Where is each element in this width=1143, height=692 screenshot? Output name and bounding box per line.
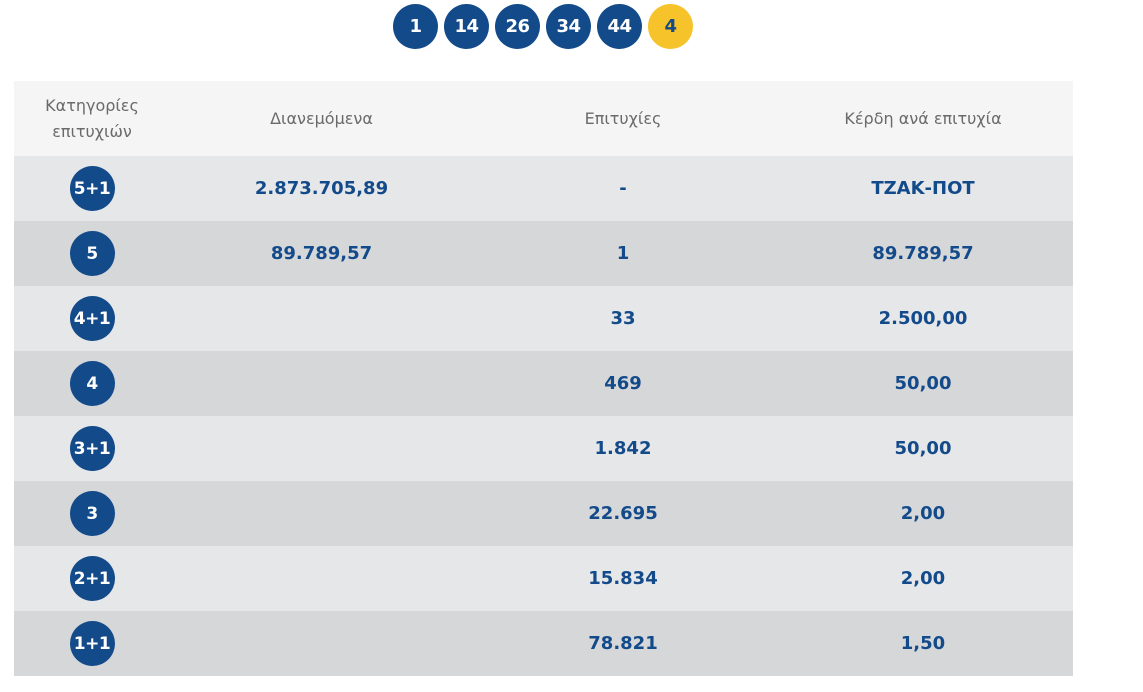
category-badge: 4 bbox=[69, 361, 115, 406]
winners-value: 22.695 bbox=[588, 503, 658, 524]
drawn-number-ball: 34 bbox=[546, 4, 591, 49]
prize-value: 50,00 bbox=[894, 438, 952, 459]
header-category-cell: Κατηγορίες επιτυχιών bbox=[14, 93, 170, 145]
prize-value: 2.500,00 bbox=[878, 308, 968, 329]
winners-value: 1.842 bbox=[594, 438, 652, 459]
prize-value: ΤΖΑΚ-ΠΟΤ bbox=[871, 178, 975, 199]
header-winners: Επιτυχίες bbox=[584, 108, 662, 128]
prize-value: 2,00 bbox=[900, 568, 946, 589]
category-badge: 5+1 bbox=[69, 166, 115, 211]
winners-value: 469 bbox=[604, 373, 642, 394]
drawn-numbers: 1 14 26 34 44 4 bbox=[393, 4, 693, 49]
winners-value: - bbox=[619, 178, 627, 199]
category-badge: 5 bbox=[69, 231, 115, 276]
category-badge: 1+1 bbox=[69, 621, 115, 666]
table-row: 1+1 78.821 1,50 bbox=[14, 611, 1073, 676]
category-badge: 4+1 bbox=[69, 296, 115, 341]
prize-value: 89.789,57 bbox=[872, 243, 974, 264]
table-row: 2+1 15.834 2,00 bbox=[14, 546, 1073, 611]
joker-number-ball: 4 bbox=[648, 4, 693, 49]
table-row: 4 469 50,00 bbox=[14, 351, 1073, 416]
winners-value: 15.834 bbox=[588, 568, 658, 589]
winners-value: 1 bbox=[616, 243, 630, 264]
prize-value: 1,50 bbox=[900, 633, 946, 654]
winners-value: 78.821 bbox=[588, 633, 658, 654]
table-row: 3+1 1.842 50,00 bbox=[14, 416, 1073, 481]
drawn-number-ball: 14 bbox=[444, 4, 489, 49]
prize-table: Κατηγορίες επιτυχιών Διανεμόμενα Επιτυχί… bbox=[14, 81, 1073, 676]
table-header-row: Κατηγορίες επιτυχιών Διανεμόμενα Επιτυχί… bbox=[14, 81, 1073, 156]
drawn-number-ball: 26 bbox=[495, 4, 540, 49]
category-badge: 3+1 bbox=[69, 426, 115, 471]
header-prize-per-winner: Κέρδη ανά επιτυχία bbox=[844, 108, 1002, 128]
prize-value: 2,00 bbox=[900, 503, 946, 524]
table-row: 5+1 2.873.705,89 - ΤΖΑΚ-ΠΟΤ bbox=[14, 156, 1073, 221]
drawn-number-ball: 1 bbox=[393, 4, 438, 49]
distributed-value: 2.873.705,89 bbox=[254, 178, 389, 199]
category-badge: 3 bbox=[69, 491, 115, 536]
header-distributed: Διανεμόμενα bbox=[270, 108, 373, 128]
category-badge: 2+1 bbox=[69, 556, 115, 601]
distributed-value: 89.789,57 bbox=[270, 243, 373, 264]
winners-value: 33 bbox=[610, 308, 636, 329]
table-row: 5 89.789,57 1 89.789,57 bbox=[14, 221, 1073, 286]
drawn-number-ball: 44 bbox=[597, 4, 642, 49]
table-row: 4+1 33 2.500,00 bbox=[14, 286, 1073, 351]
table-row: 3 22.695 2,00 bbox=[14, 481, 1073, 546]
header-category: Κατηγορίες επιτυχιών bbox=[45, 95, 139, 141]
prize-value: 50,00 bbox=[894, 373, 952, 394]
